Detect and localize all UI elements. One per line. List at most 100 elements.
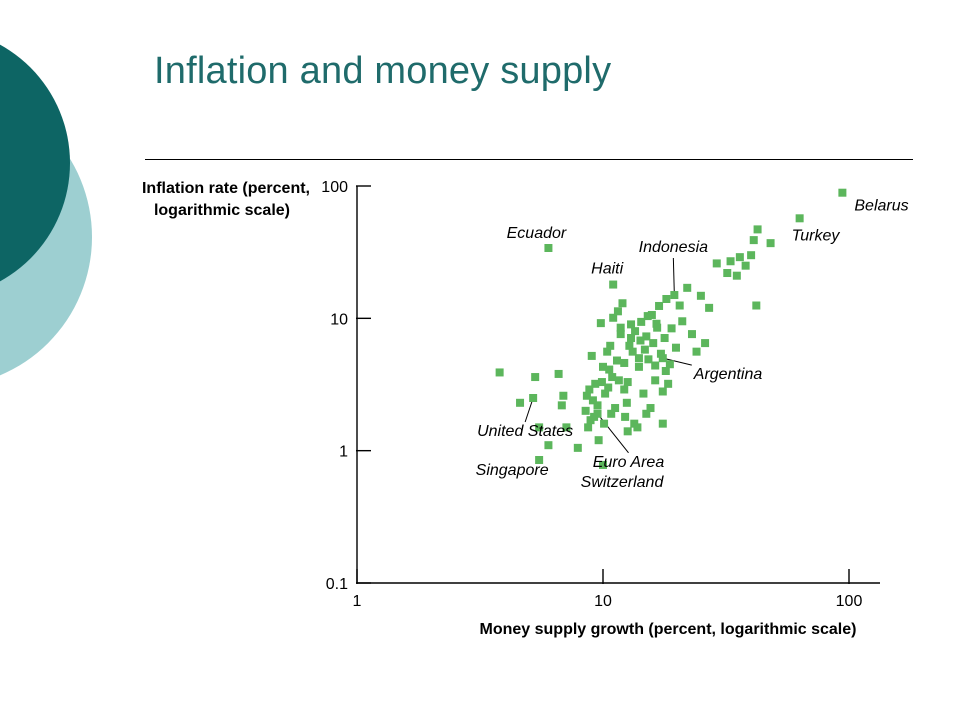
point-label-haiti: Haiti bbox=[591, 261, 623, 278]
data-point bbox=[612, 356, 621, 365]
data-point bbox=[642, 409, 651, 418]
data-point-belarus bbox=[838, 188, 847, 197]
data-point bbox=[646, 404, 655, 413]
x-tick-label: 100 bbox=[836, 593, 863, 610]
point-label-ecuador: Ecuador bbox=[507, 225, 567, 242]
data-point bbox=[640, 345, 649, 354]
data-point bbox=[627, 320, 636, 329]
data-point bbox=[620, 385, 629, 394]
data-point bbox=[678, 317, 687, 326]
data-point bbox=[723, 269, 732, 278]
y-tick-label: 100 bbox=[321, 179, 348, 196]
data-point bbox=[658, 387, 667, 396]
data-point-switzerland bbox=[599, 460, 607, 469]
data-point-euro-area bbox=[593, 409, 602, 418]
slide-decoration bbox=[0, 44, 92, 376]
data-point bbox=[604, 383, 613, 392]
data-point-turkey bbox=[795, 214, 804, 223]
point-label-euro-area: Euro Area bbox=[593, 454, 665, 471]
data-point bbox=[651, 376, 660, 385]
data-point bbox=[621, 412, 630, 421]
y-tick-label: 0.1 bbox=[326, 576, 348, 593]
point-labels: Belarus Turkey Ecuador Indonesia Haiti Argent… bbox=[476, 198, 909, 491]
data-point bbox=[687, 330, 696, 339]
data-point bbox=[644, 355, 653, 364]
decor-circle-dark bbox=[0, 44, 70, 282]
data-point bbox=[603, 347, 612, 356]
data-point bbox=[665, 360, 674, 369]
data-point bbox=[562, 423, 571, 432]
data-point bbox=[588, 396, 597, 405]
data-point bbox=[625, 341, 634, 350]
data-point bbox=[633, 423, 642, 432]
data-point bbox=[634, 354, 643, 363]
data-point bbox=[585, 385, 594, 394]
point-label-singapore: Singapore bbox=[476, 462, 549, 479]
data-point bbox=[752, 301, 761, 310]
y-axis-label: Inflation rate (percent, logarithmic sca… bbox=[142, 180, 310, 219]
data-point bbox=[591, 379, 600, 388]
y-axis-label-line-2: logarithmic scale) bbox=[154, 202, 290, 219]
leader-line-argentina bbox=[662, 357, 692, 366]
data-point bbox=[651, 361, 660, 370]
data-point bbox=[656, 349, 665, 358]
data-point bbox=[652, 319, 661, 328]
data-point bbox=[661, 366, 670, 375]
slide-title: Inflation and money supply bbox=[154, 50, 612, 92]
y-axis-label-line-1: Inflation rate (percent, bbox=[142, 180, 310, 197]
data-point bbox=[660, 334, 669, 343]
data-point bbox=[747, 251, 756, 260]
leader-line-indonesia bbox=[672, 258, 675, 296]
data-point-argentina bbox=[658, 354, 667, 363]
data-point bbox=[647, 310, 656, 319]
data-point bbox=[587, 351, 596, 360]
data-point bbox=[616, 330, 625, 339]
data-point bbox=[609, 313, 618, 322]
data-point bbox=[622, 398, 631, 407]
data-point bbox=[620, 358, 629, 367]
data-point bbox=[766, 239, 775, 248]
data-point bbox=[594, 436, 603, 445]
data-point bbox=[753, 225, 762, 234]
data-point bbox=[636, 336, 645, 345]
data-point bbox=[683, 283, 692, 292]
data-point bbox=[596, 319, 605, 328]
point-label-switzerland: Switzerland bbox=[581, 474, 665, 491]
data-point bbox=[732, 271, 741, 280]
data-point-ecuador bbox=[544, 244, 553, 253]
point-label-united-states: United States bbox=[477, 423, 573, 440]
data-point bbox=[658, 419, 667, 428]
data-point bbox=[554, 369, 563, 378]
data-point bbox=[581, 406, 590, 415]
data-point bbox=[639, 389, 648, 398]
data-point bbox=[671, 343, 680, 352]
data-point-indonesia bbox=[670, 291, 679, 300]
data-point bbox=[712, 259, 721, 268]
data-point bbox=[692, 347, 701, 356]
data-point bbox=[664, 379, 673, 388]
data-point bbox=[601, 389, 610, 398]
data-point bbox=[655, 301, 664, 310]
data-point bbox=[623, 378, 632, 387]
data-point bbox=[642, 332, 651, 341]
data-point bbox=[735, 253, 744, 262]
data-point bbox=[559, 391, 568, 400]
x-axis-label: Money supply growth (percent, logarithmi… bbox=[480, 621, 857, 638]
data-points bbox=[495, 188, 847, 469]
data-point bbox=[614, 376, 623, 385]
data-point bbox=[605, 365, 614, 374]
chart-axes bbox=[356, 186, 880, 584]
data-point bbox=[544, 441, 553, 450]
data-point bbox=[608, 373, 617, 382]
data-point bbox=[531, 373, 540, 382]
data-point bbox=[662, 294, 671, 303]
data-point bbox=[613, 307, 622, 316]
data-point bbox=[616, 323, 625, 332]
data-point bbox=[628, 347, 637, 356]
data-point bbox=[597, 378, 606, 387]
data-point bbox=[582, 391, 591, 400]
data-point bbox=[606, 341, 615, 350]
data-point bbox=[593, 401, 602, 410]
data-point bbox=[667, 324, 676, 333]
data-point bbox=[516, 398, 525, 407]
